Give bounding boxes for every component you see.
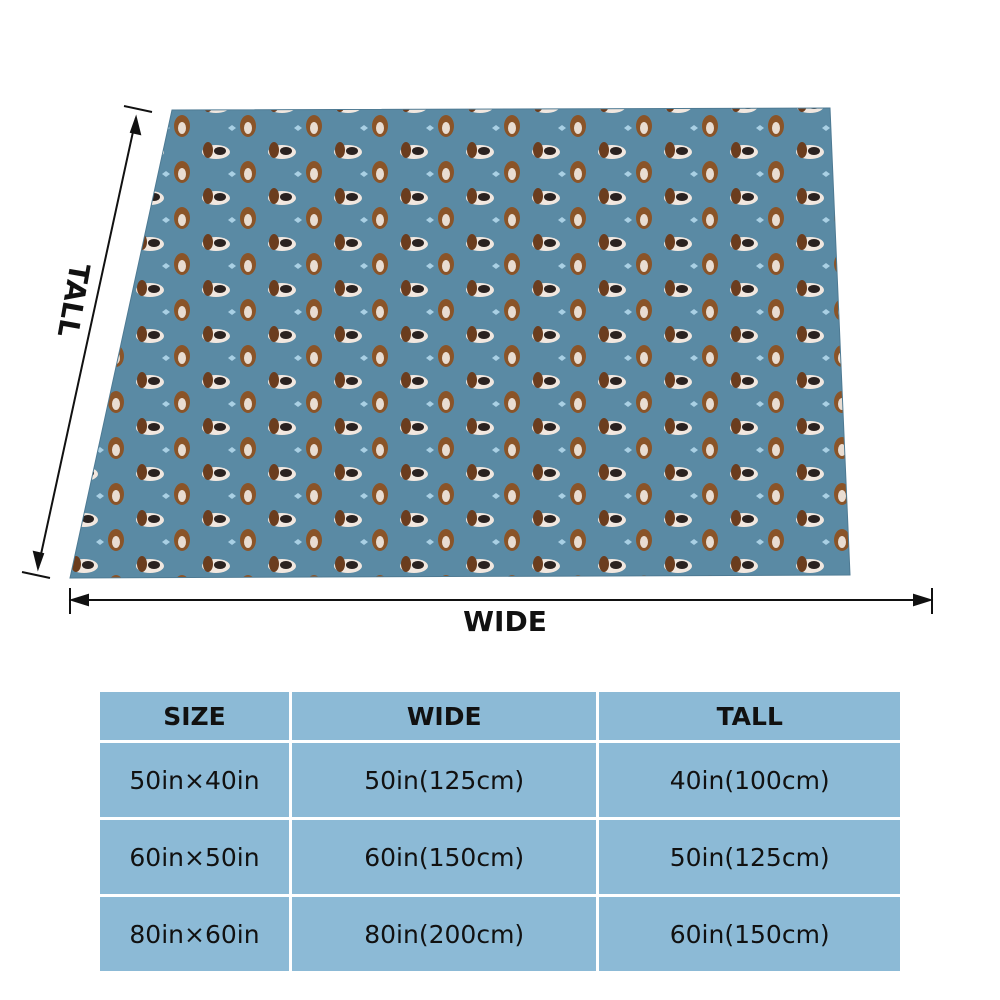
tall-arrow [21,105,153,579]
cell: 50in(125cm) [291,743,597,817]
cell: 40in(100cm) [599,743,900,817]
cell: 60in(150cm) [599,897,900,971]
header-cell: SIZE [100,692,289,740]
row: 80in×60in 80in(200cm) 60in(150cm) [100,897,900,971]
row: 60in×50in 60in(150cm) 50in(125cm) [100,820,900,894]
cell: 50in×40in [100,743,289,817]
cell: 50in(125cm) [599,820,900,894]
header-cell: WIDE [291,692,597,740]
cell: 60in×50in [100,820,289,894]
blanket [69,107,851,579]
row: 50in×40in 50in(125cm) 40in(100cm) [100,743,900,817]
wide-arrow [68,588,934,614]
header-row: SIZE WIDE TALL [100,692,900,740]
wide-label: WIDE [463,605,547,638]
cell: 80in(200cm) [291,897,597,971]
cell: 80in×60in [100,897,289,971]
size-table: SIZE WIDE TALL 50in×40in 50in(125cm) 40i… [97,689,903,974]
header-cell: TALL [599,692,900,740]
cell: 60in(150cm) [291,820,597,894]
blanket-diagram: TALL WIDE [21,105,934,638]
